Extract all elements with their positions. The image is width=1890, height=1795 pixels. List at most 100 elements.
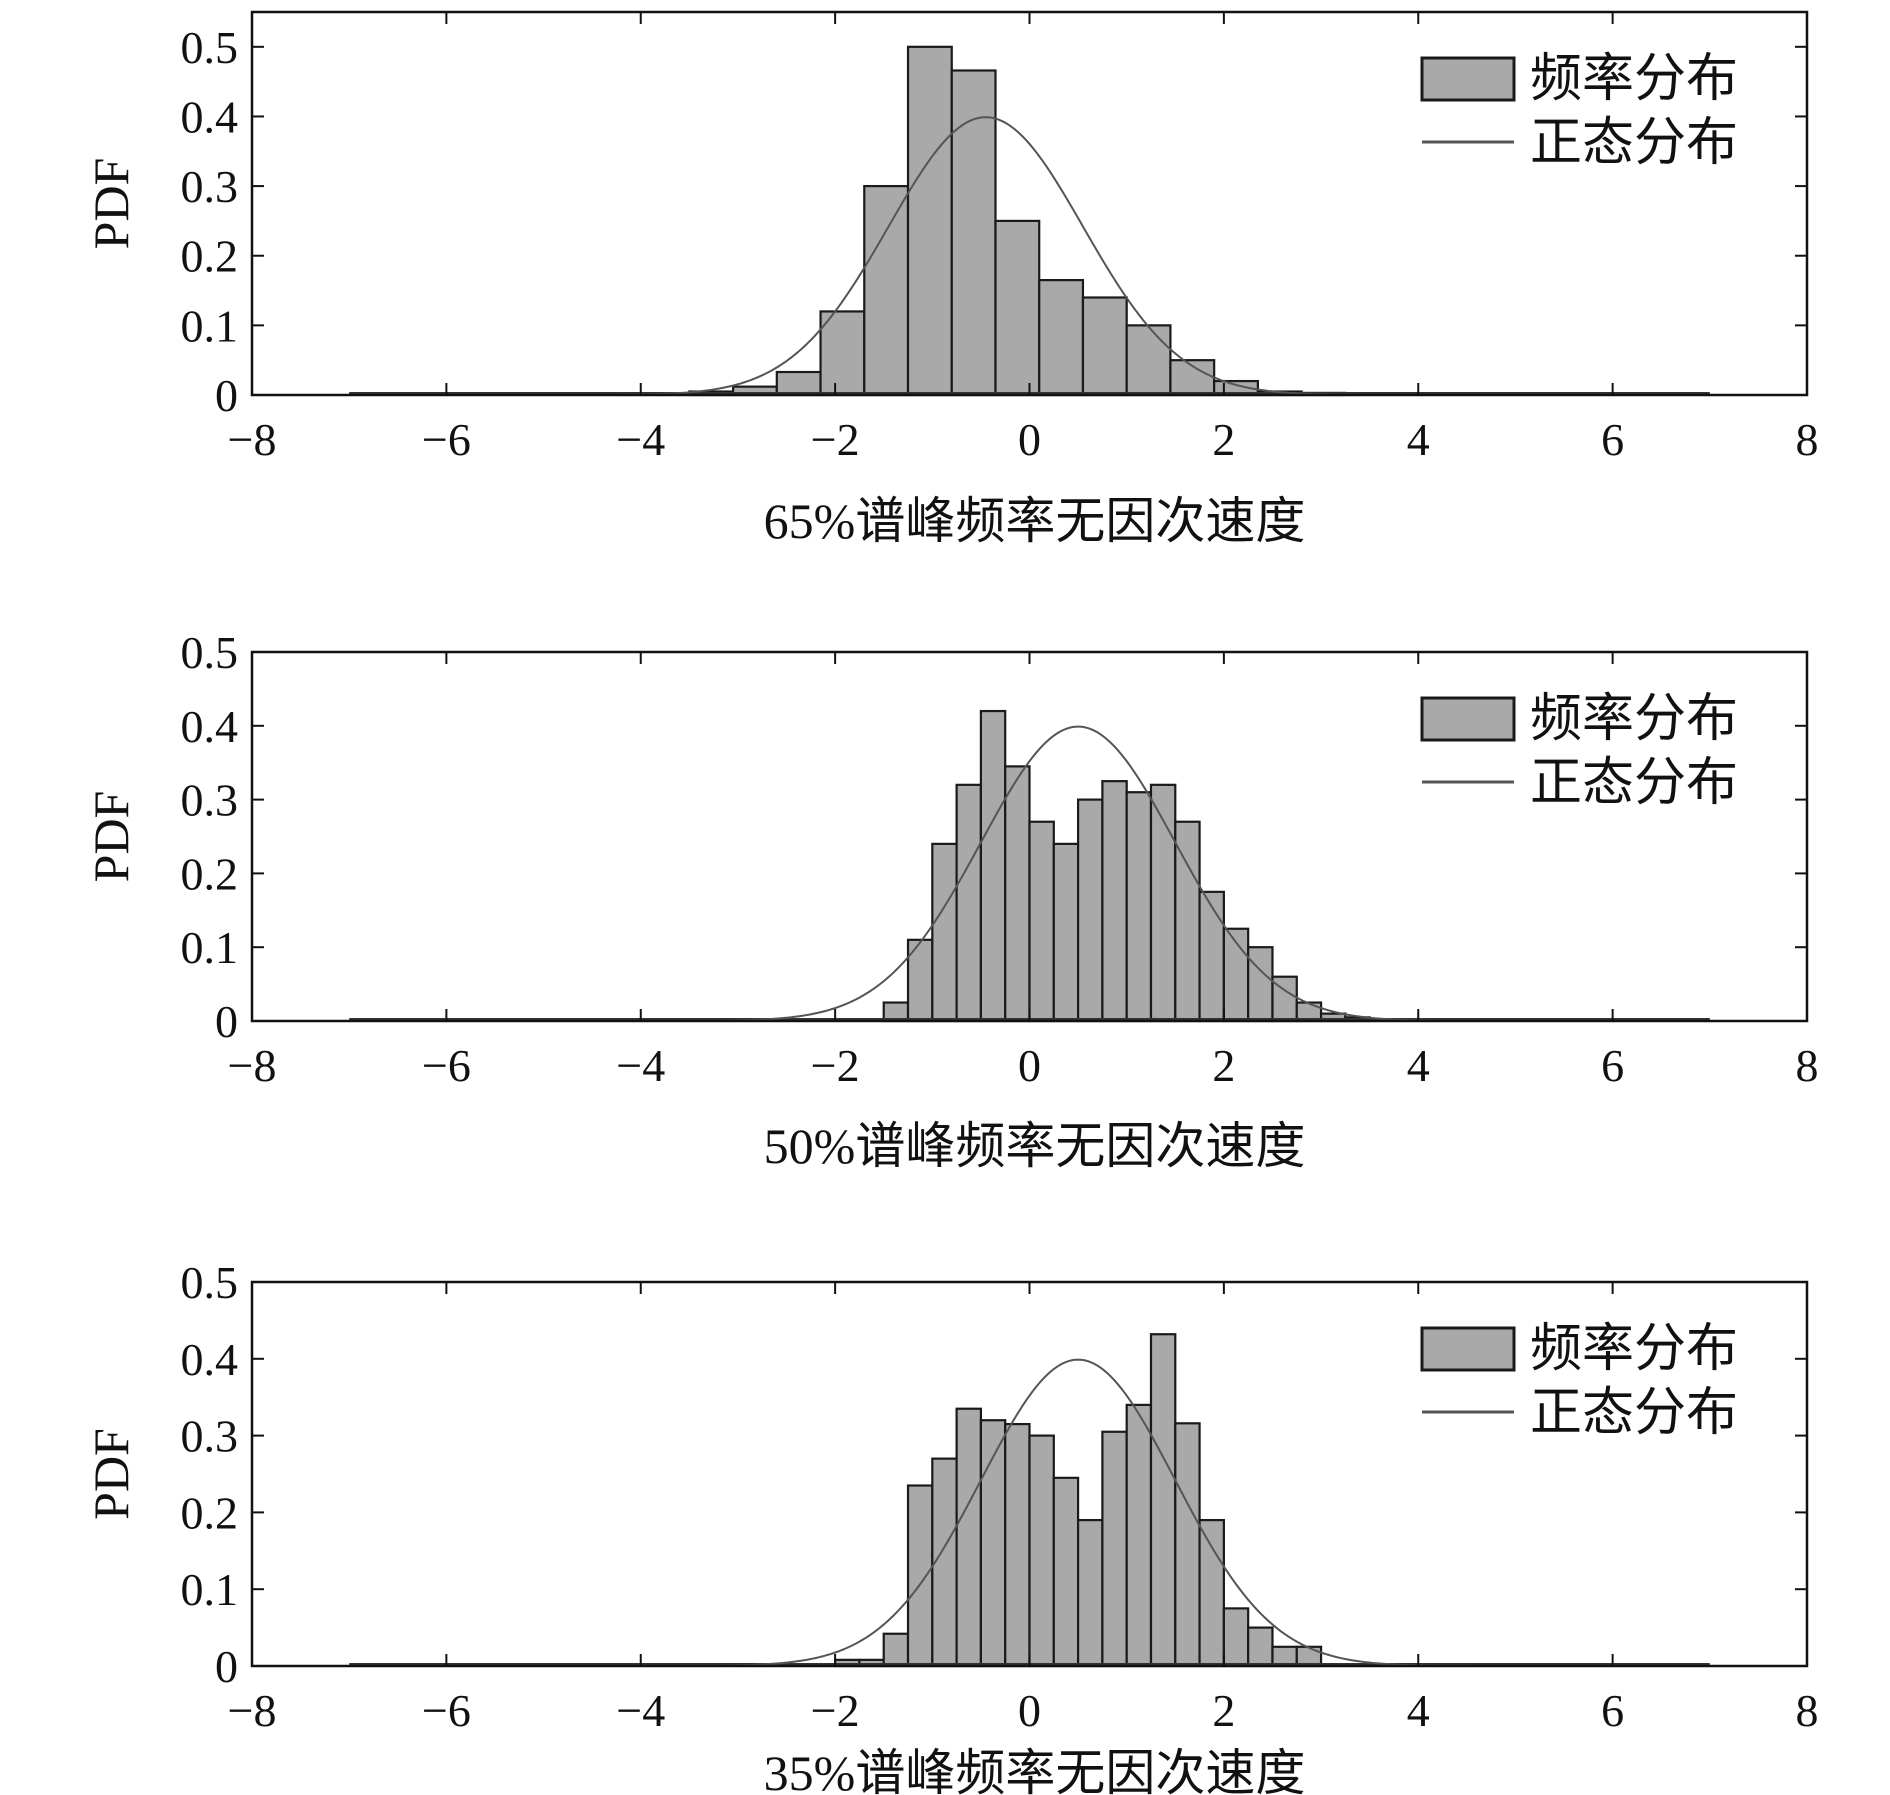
histogram-bar (1081, 296, 1128, 397)
y-tick-label: 0 (215, 1641, 238, 1692)
x-tick-label: −6 (422, 1685, 471, 1736)
histogram-bar (1052, 842, 1080, 1023)
chart-panel-35: −8 −6 −4 −2 0 2 4 6 8 0 0.1 0.2 0.3 0.4 0.5 PDF 35%谱峰频率无… (83, 1257, 1819, 1795)
histogram-bar (1125, 1403, 1153, 1668)
y-tick-label: 0.3 (181, 161, 239, 212)
y-tick-label: 0.5 (181, 627, 239, 678)
x-tick-label: 6 (1601, 1040, 1624, 1091)
y-tick-label: 0 (215, 996, 238, 1047)
histogram-bar (1076, 798, 1104, 1023)
x-axis-label: 65%谱峰频率无因次速度 (764, 493, 1306, 549)
histogram-bar (863, 184, 910, 397)
histogram-bar (1125, 324, 1172, 397)
histogram-bar (1004, 1422, 1031, 1668)
x-tick-label: −6 (422, 1040, 471, 1091)
histogram-bar (1101, 1430, 1128, 1668)
x-axis: −8 −6 −4 −2 0 2 4 6 8 (228, 1282, 1819, 1736)
x-tick-label: 2 (1212, 1040, 1235, 1091)
x-tick-label: −8 (228, 1685, 277, 1736)
y-tick-label: 0.1 (181, 300, 239, 351)
x-tick-label: −4 (616, 414, 665, 465)
x-tick-label: −6 (422, 414, 471, 465)
legend-swatch-hist (1420, 696, 1516, 742)
x-tick-label: −2 (811, 1040, 860, 1091)
histogram-bar (1028, 820, 1055, 1023)
x-tick-label: 2 (1212, 1685, 1235, 1736)
y-tick-label: 0.5 (181, 22, 239, 73)
histogram-bar (1247, 1626, 1274, 1668)
histogram-bar (1004, 765, 1031, 1023)
y-axis-label: PDF (83, 158, 139, 250)
x-tick-label: 4 (1407, 1040, 1430, 1091)
y-tick-label: 0.3 (181, 775, 239, 826)
y-tick-label: 0.2 (181, 231, 239, 282)
x-tick-label: 0 (1018, 1040, 1041, 1091)
histogram-bar (1222, 927, 1250, 1023)
histogram-bar (775, 370, 822, 397)
legend-swatch-hist (1420, 1326, 1516, 1372)
legend-label-normal: 正态分布 (1530, 113, 1738, 173)
histogram-bars (688, 45, 1347, 397)
histogram-bar (906, 45, 953, 397)
x-tick-label: 4 (1407, 1685, 1430, 1736)
histogram-bar (1052, 1476, 1080, 1668)
y-tick-label: 0.4 (181, 701, 239, 752)
legend-label-normal: 正态分布 (1530, 1383, 1738, 1443)
histogram-bar (819, 310, 866, 397)
x-tick-label: −4 (616, 1040, 665, 1091)
legend-label-normal: 正态分布 (1530, 753, 1738, 813)
histogram-bar (931, 842, 958, 1023)
legend-label-hist: 频率分布 (1530, 49, 1738, 109)
histogram-bar (1028, 1434, 1055, 1668)
histogram-bar (955, 1407, 983, 1668)
y-axis: 0 0.1 0.2 0.3 0.4 0.5 (181, 627, 1807, 1047)
y-axis: 0 0.1 0.2 0.3 0.4 0.5 (181, 1257, 1807, 1692)
x-tick-label: −8 (228, 414, 277, 465)
histogram-bar (1174, 820, 1201, 1023)
histogram-bar (1149, 1333, 1177, 1668)
y-axis-label: PDF (83, 791, 139, 883)
x-tick-label: 6 (1601, 1685, 1624, 1736)
y-tick-label: 0 (215, 370, 238, 421)
x-tick-label: −2 (811, 414, 860, 465)
histogram-bar (906, 1484, 934, 1668)
x-axis-label: 35%谱峰频率无因次速度 (764, 1745, 1306, 1795)
legend-swatch-hist (1420, 56, 1516, 102)
x-tick-label: 8 (1796, 1040, 1819, 1091)
x-tick-label: 0 (1018, 414, 1041, 465)
y-tick-label: 0.3 (181, 1411, 239, 1462)
y-tick-label: 0.1 (181, 922, 239, 973)
x-axis-label: 50%谱峰频率无因次速度 (764, 1118, 1306, 1174)
histogram-bar (979, 709, 1007, 1023)
histogram-bar (1198, 1518, 1225, 1668)
y-tick-label: 0.5 (181, 1257, 239, 1308)
histogram-bar (1038, 279, 1085, 397)
histogram-bar (1125, 791, 1153, 1023)
y-tick-label: 0.4 (181, 1334, 239, 1385)
x-tick-label: 4 (1407, 414, 1430, 465)
y-axis: 0 0.1 0.2 0.3 0.4 0.5 (181, 22, 1807, 421)
histogram-bar (1247, 946, 1274, 1023)
x-tick-label: −2 (811, 1685, 860, 1736)
histogram-bars (882, 709, 1371, 1023)
histogram-bar (955, 783, 983, 1023)
histogram-bar (950, 69, 997, 397)
histogram-bar (1174, 1422, 1201, 1668)
y-tick-label: 0.1 (181, 1564, 239, 1615)
x-tick-label: 8 (1796, 1685, 1819, 1736)
chart-panel-65: −8 −6 −4 −2 0 2 4 6 8 0 0.1 0.2 0.3 0.4 0.5 PDF 65%谱峰频率无… (83, 10, 1819, 549)
legend-label-hist: 频率分布 (1530, 1319, 1738, 1379)
y-axis-label: PDF (83, 1428, 139, 1520)
x-tick-label: −8 (228, 1040, 277, 1091)
x-tick-label: 6 (1601, 414, 1624, 465)
chart-panel-50: −8 −6 −4 −2 0 2 4 6 8 0 0.1 0.2 0.3 0.4 0.5 PDF 50%谱峰频率无… (83, 627, 1819, 1174)
histogram-bar (1198, 890, 1225, 1023)
legend-label-hist: 频率分布 (1530, 689, 1738, 749)
x-axis: −8 −6 −4 −2 0 2 4 6 8 (228, 652, 1819, 1091)
y-tick-label: 0.2 (181, 1487, 239, 1538)
histogram-bar (1101, 780, 1128, 1023)
